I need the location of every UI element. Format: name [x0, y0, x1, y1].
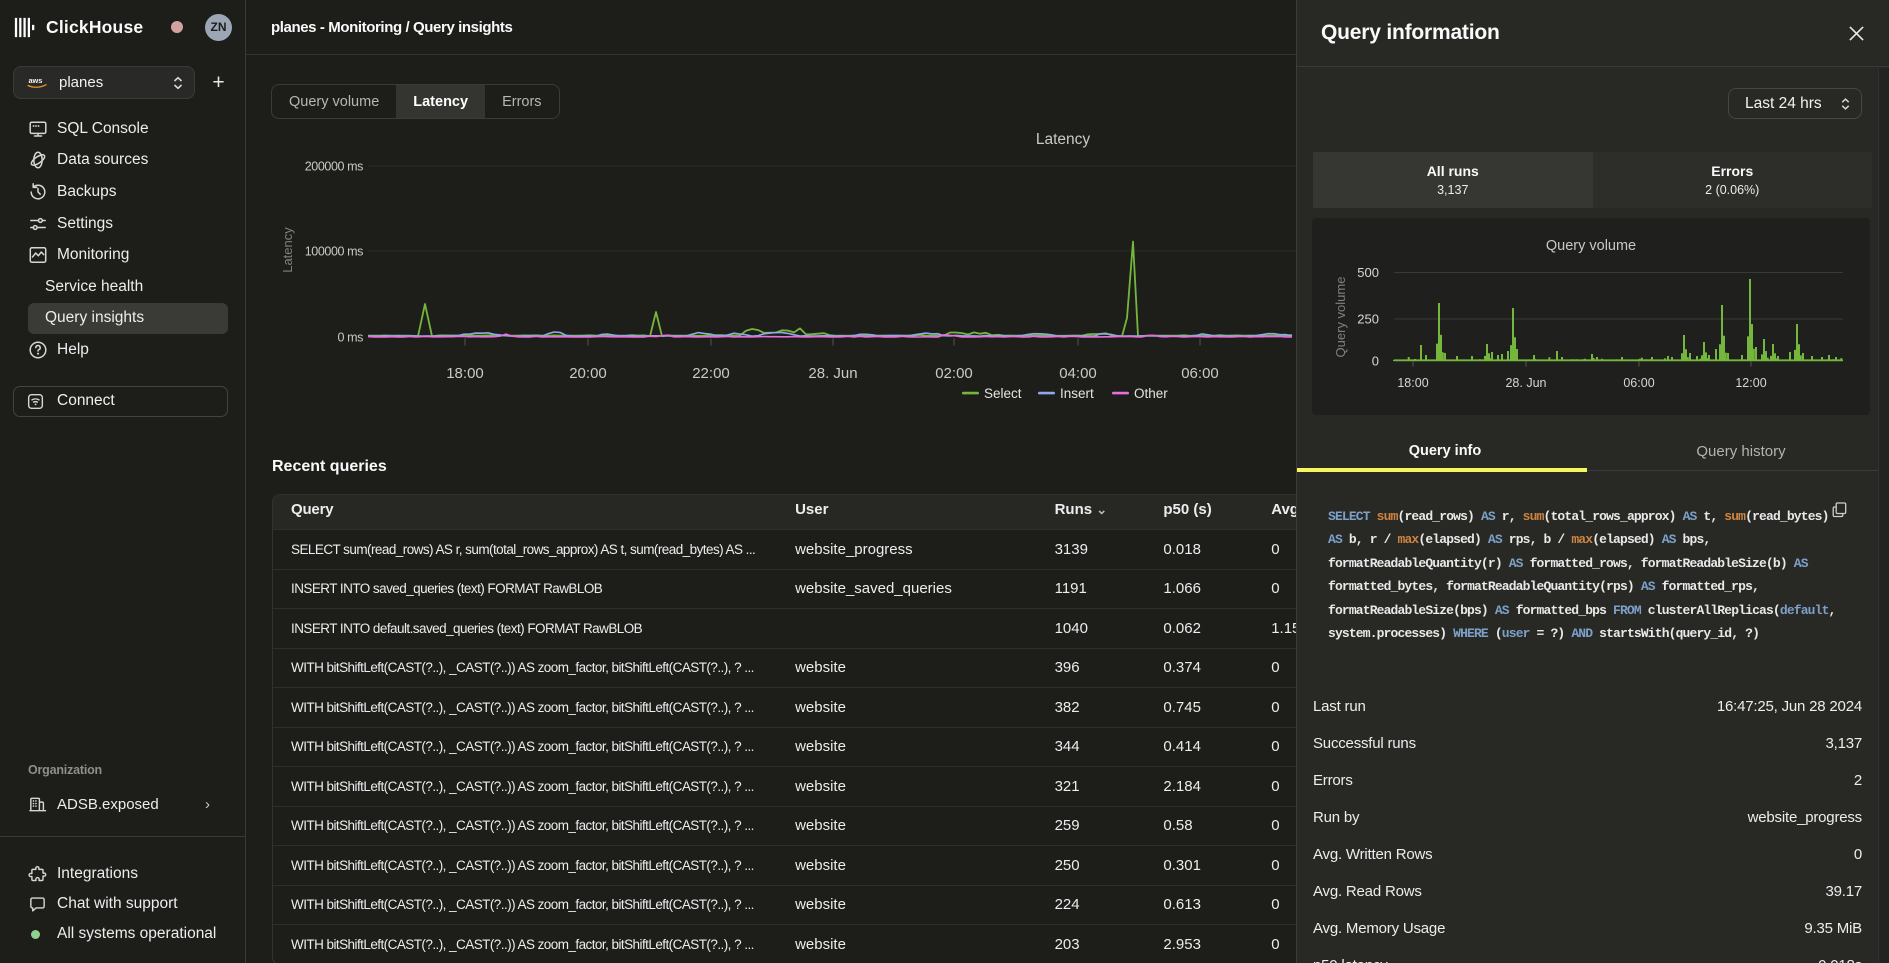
svg-text:0 ms: 0 ms: [338, 331, 364, 345]
svg-text:02:00: 02:00: [935, 365, 973, 382]
svg-text:06:00: 06:00: [1181, 365, 1219, 382]
svg-text:Other: Other: [1134, 386, 1168, 401]
svg-text:20:00: 20:00: [569, 365, 607, 382]
svg-text:250: 250: [1357, 312, 1379, 327]
svg-text:18:00: 18:00: [446, 365, 484, 382]
svg-text:Insert: Insert: [1060, 386, 1094, 401]
svg-text:12:00: 12:00: [1735, 376, 1766, 390]
svg-text:28. Jun: 28. Jun: [808, 365, 857, 382]
svg-text:04:00: 04:00: [1059, 365, 1097, 382]
svg-text:aws: aws: [28, 76, 42, 85]
svg-text:500: 500: [1357, 265, 1379, 280]
svg-text:100000 ms: 100000 ms: [305, 245, 363, 259]
svg-text:06:00: 06:00: [1623, 376, 1654, 390]
svg-text:Latency: Latency: [280, 227, 295, 273]
svg-text:28. Jun: 28. Jun: [1505, 376, 1546, 390]
svg-text:Select: Select: [984, 386, 1022, 401]
svg-text:22:00: 22:00: [692, 365, 730, 382]
svg-text:Query volume: Query volume: [1333, 277, 1348, 358]
svg-text:0: 0: [1372, 354, 1379, 369]
svg-text:200000 ms: 200000 ms: [305, 160, 363, 174]
svg-text:Latency: Latency: [1036, 131, 1091, 148]
svg-text:18:00: 18:00: [1397, 376, 1428, 390]
